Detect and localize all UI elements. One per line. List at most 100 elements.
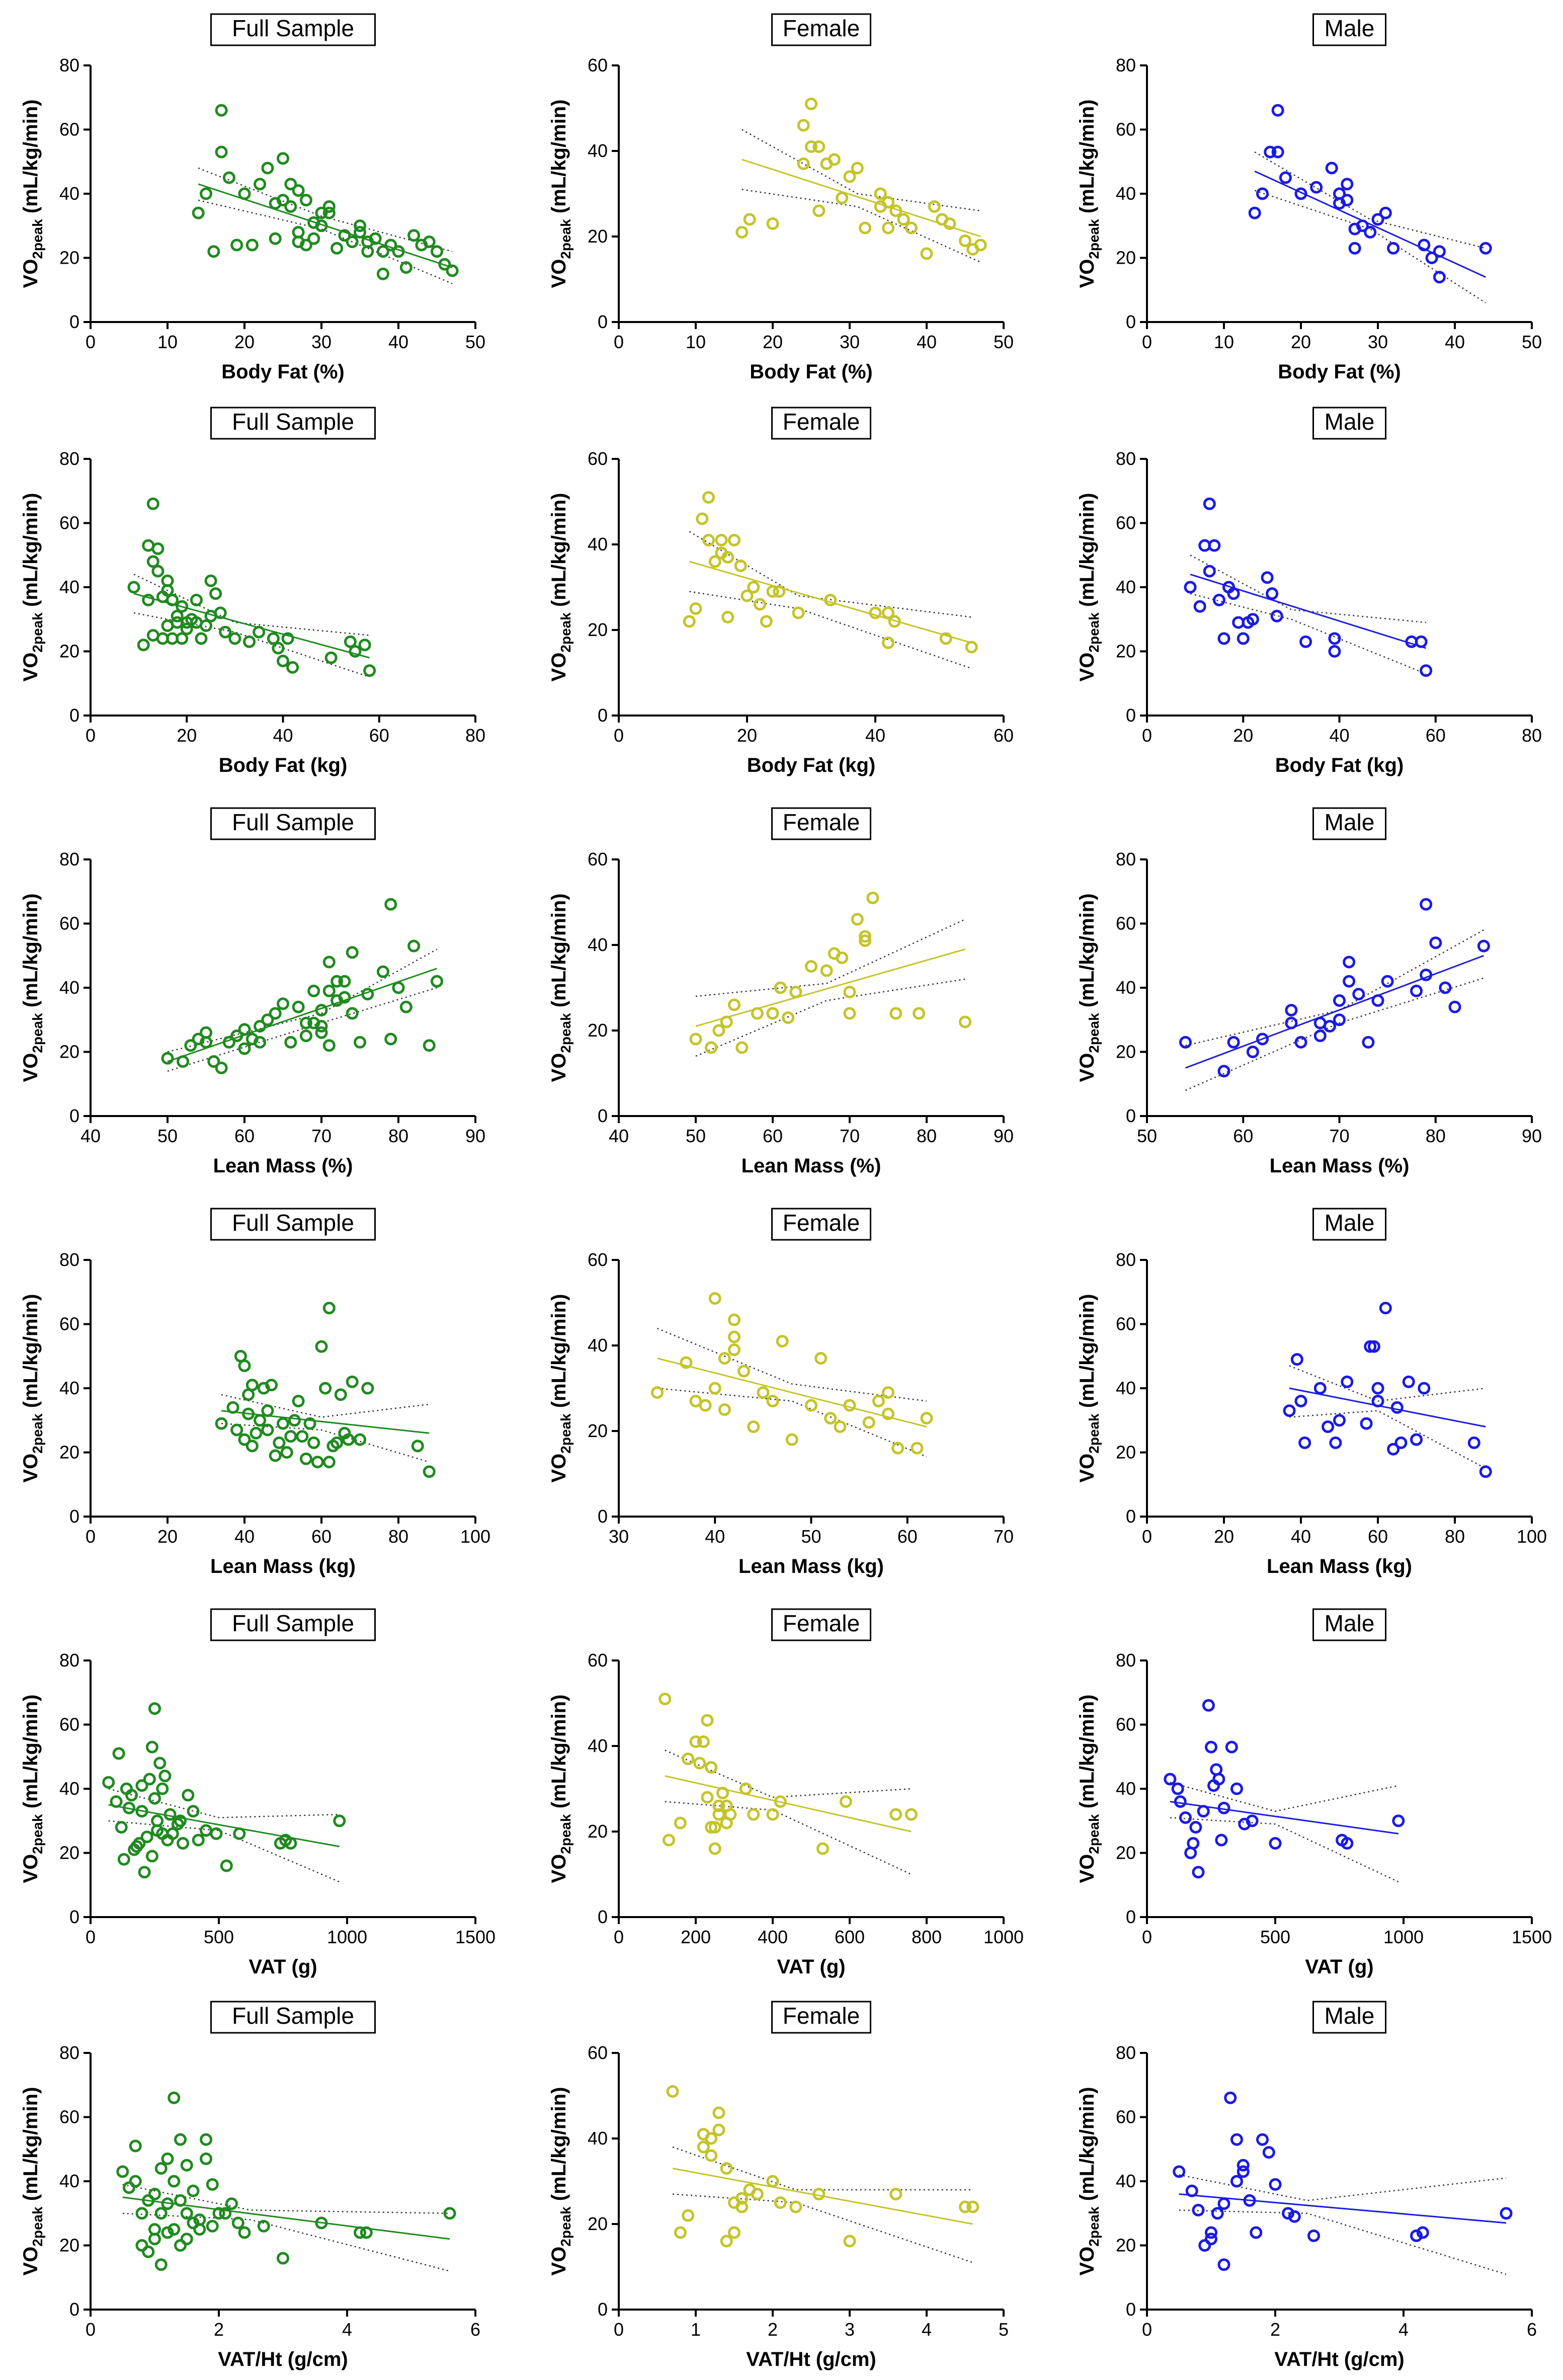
panel-title: Full Sample xyxy=(232,1210,354,1236)
data-point xyxy=(1418,1382,1431,1395)
data-point xyxy=(889,204,902,217)
data-point xyxy=(773,585,786,598)
data-point xyxy=(839,1795,852,1808)
data-point xyxy=(151,565,164,578)
y-tick-label: 40 xyxy=(1116,1778,1136,1799)
data-point xyxy=(1433,271,1446,284)
data-point xyxy=(135,2239,148,2252)
y-tick-label: 40 xyxy=(59,2171,79,2191)
data-point xyxy=(116,2165,129,2178)
data-point xyxy=(299,194,312,207)
data-point xyxy=(1333,1013,1346,1026)
x-axis-label: Lean Mass (kg) xyxy=(738,1555,884,1577)
x-tick-label: 0 xyxy=(614,332,624,352)
data-point xyxy=(1179,1036,1192,1049)
data-point xyxy=(1215,1834,1228,1847)
data-point xyxy=(1198,2239,1211,2252)
y-tick-label: 0 xyxy=(598,1105,608,1126)
data-point xyxy=(1348,242,1361,255)
ci-lower-band xyxy=(167,987,437,1072)
y-tick-label: 40 xyxy=(59,183,79,204)
data-point xyxy=(192,206,205,219)
data-point xyxy=(399,261,413,274)
data-point xyxy=(1341,1375,1354,1388)
y-tick-label: 80 xyxy=(59,1249,79,1270)
y-axis-label-sub: 2peak xyxy=(1086,1013,1102,1053)
y-tick-label: 60 xyxy=(59,513,79,533)
ci-upper-band xyxy=(657,1327,927,1402)
data-point xyxy=(1371,1382,1384,1395)
data-point xyxy=(888,615,901,628)
data-point xyxy=(284,1837,297,1850)
data-point xyxy=(354,1036,366,1049)
panel-full-sample-vat-g: Full Sample 0 20 40 60 80 0 500 1000 1500 VAT (g) V… xyxy=(0,1595,507,1988)
x-axis-label: VAT/Ht (g/cm) xyxy=(746,2348,876,2370)
data-point xyxy=(1328,632,1341,645)
panel-full-sample-body-fat: Full Sample 0 20 40 60 80 0 10 20 30 40 50 Body Fat … xyxy=(0,0,507,392)
scatter-chart: Male 0 20 40 60 80 50 60 70 80 90 Lean Mass (%) VO2p… xyxy=(1076,807,1542,1177)
data-point xyxy=(739,1782,752,1795)
panel-title-box xyxy=(210,2001,376,2034)
data-point xyxy=(699,1399,712,1412)
data-point xyxy=(245,1379,259,1392)
data-point xyxy=(889,1808,902,1821)
data-point xyxy=(1410,2229,1423,2242)
data-point xyxy=(1230,2133,1243,2146)
x-axis-label: VAT (g) xyxy=(1305,1956,1373,1978)
x-tick-label: 90 xyxy=(465,1126,485,1146)
panel-female-lean-mass-kg: Female 0 20 40 60 30 40 50 60 70 Lean Mass (kg) VO2… xyxy=(528,1195,1035,1587)
y-tick-label: 60 xyxy=(588,1249,608,1270)
y-axis-label: VO2peak (mL/kg/min) xyxy=(1076,1294,1102,1483)
ci-upper-band xyxy=(1190,554,1426,623)
data-point xyxy=(1329,1436,1342,1449)
data-point xyxy=(1379,1302,1392,1315)
panel-male-body-fat: Male 0 20 40 60 80 0 10 20 30 40 50 Body Fat (%) VO2p… xyxy=(1056,0,1563,392)
data-point xyxy=(135,1779,148,1792)
x-tick-label: 20 xyxy=(763,332,783,352)
data-point xyxy=(696,512,709,525)
y-tick-label: 20 xyxy=(59,641,79,662)
data-point xyxy=(959,234,971,247)
data-point xyxy=(682,1753,695,1765)
data-point xyxy=(712,1808,725,1821)
data-point xyxy=(1208,539,1221,552)
data-point xyxy=(721,551,734,564)
data-point xyxy=(358,639,371,652)
data-point xyxy=(1211,2207,1224,2220)
data-point xyxy=(177,1837,190,1850)
x-tick-label: 40 xyxy=(388,332,408,352)
y-tick-label: 40 xyxy=(1116,577,1136,597)
data-point xyxy=(125,1789,138,1802)
data-point xyxy=(148,1792,161,1805)
x-tick-label: 2 xyxy=(214,2319,224,2340)
panel-title: Male xyxy=(1325,409,1375,435)
data-point xyxy=(333,1814,346,1828)
data-point xyxy=(161,2226,174,2239)
data-point xyxy=(1341,1837,1354,1850)
data-point xyxy=(1467,1436,1480,1449)
x-tick-label: 20 xyxy=(157,1526,178,1547)
data-point xyxy=(1256,2133,1269,2146)
x-tick-label: 0 xyxy=(86,725,96,746)
x-tick-label: 400 xyxy=(758,1927,788,1947)
panel-title: Full Sample xyxy=(232,2003,354,2029)
x-tick-label: 500 xyxy=(1260,1927,1290,1947)
x-tick-label: 80 xyxy=(388,1526,408,1547)
data-point xyxy=(1360,1417,1373,1430)
data-point xyxy=(1439,981,1452,994)
data-point xyxy=(230,1423,243,1437)
y-tick-label: 0 xyxy=(1126,1506,1136,1527)
x-tick-label: 1500 xyxy=(455,1927,496,1947)
y-axis-label-sub: 2peak xyxy=(30,219,45,259)
data-point xyxy=(280,1446,293,1459)
scatter-chart: Female 0 20 40 60 0 10 20 30 40 50 Body Fat (%) VO2p… xyxy=(548,13,1014,383)
data-point xyxy=(1379,206,1392,219)
data-point xyxy=(1217,1801,1230,1814)
data-point xyxy=(1313,1029,1327,1043)
data-point xyxy=(1189,1821,1202,1834)
data-point xyxy=(142,2245,155,2258)
data-point xyxy=(1394,1436,1408,1449)
x-tick-label: 50 xyxy=(686,1126,706,1146)
y-tick-label: 60 xyxy=(1116,513,1136,533)
y-tick-label: 20 xyxy=(59,248,79,268)
